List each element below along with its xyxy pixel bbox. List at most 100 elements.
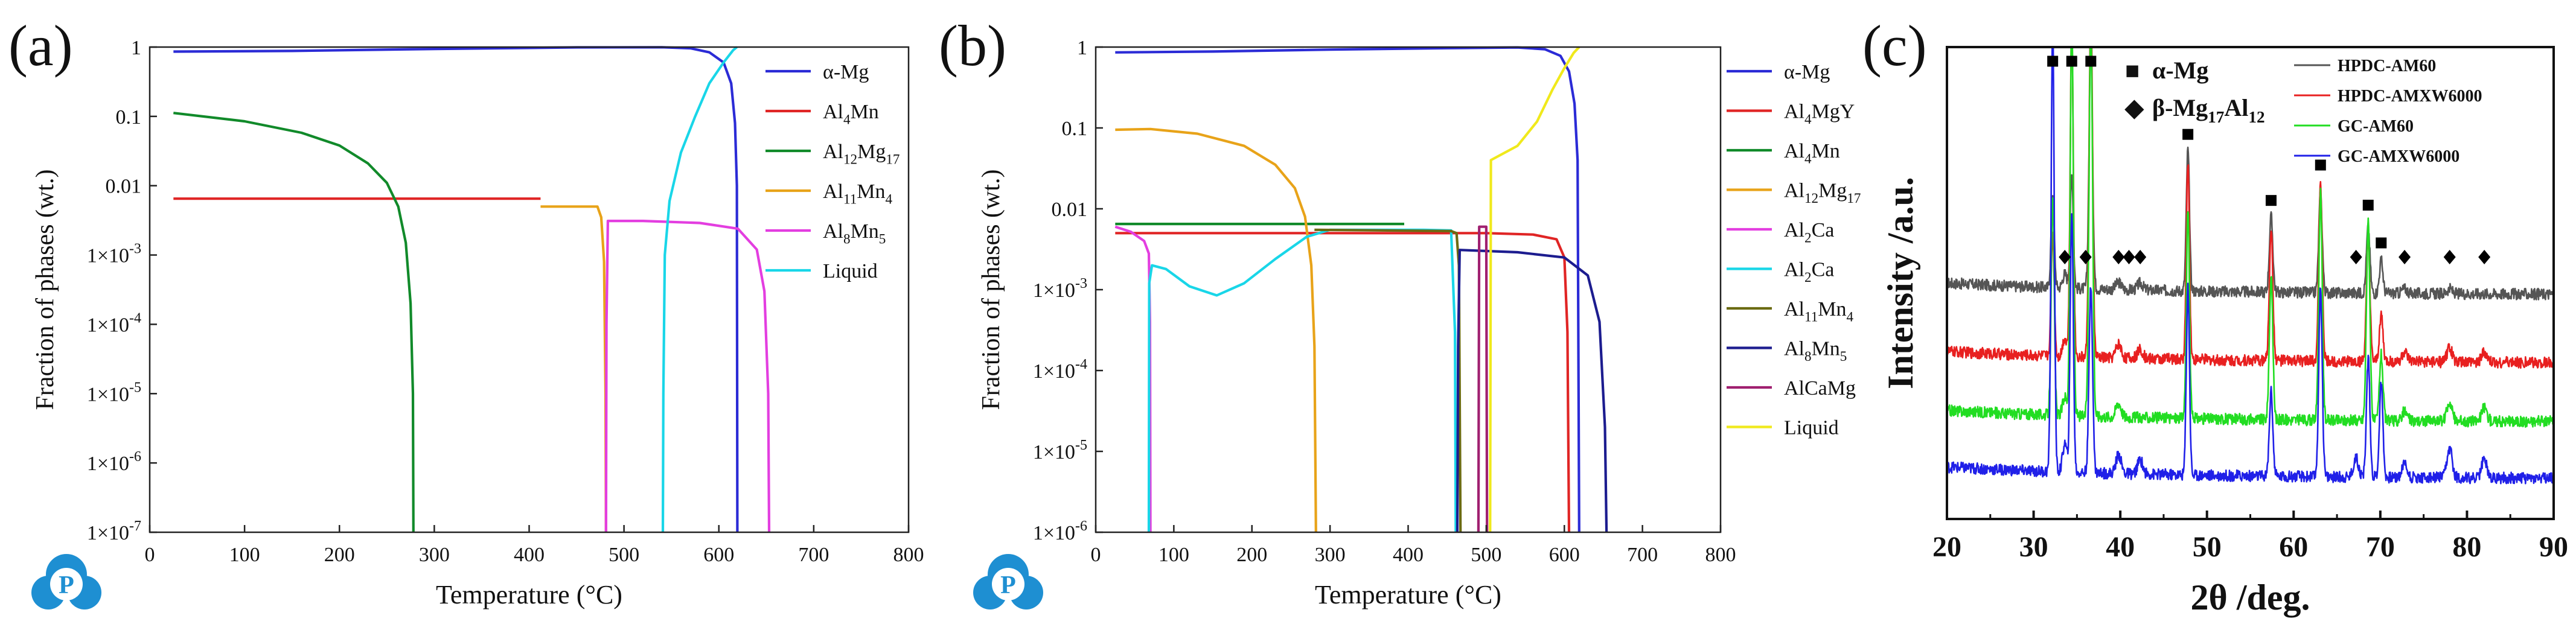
series-line-b-8 bbox=[1477, 225, 1489, 533]
legend-entry: Al8​Mn5​ bbox=[1784, 338, 1847, 365]
alpha-mg-marker bbox=[2376, 237, 2387, 249]
formula-part: Al bbox=[1784, 140, 1804, 162]
x-tick-label: 700 bbox=[1627, 544, 1658, 566]
y-tick-base: 1 bbox=[131, 37, 141, 59]
panel-b: (b) 0 100 200 300 400 500 600 700 800 Temperature … bbox=[939, 13, 1861, 609]
plot-area bbox=[1946, 46, 2555, 520]
x-tick-label: 0 bbox=[1091, 544, 1101, 566]
formula-part: Al bbox=[1784, 101, 1804, 123]
xrd-patterns bbox=[1947, 47, 2554, 485]
formula-part: Ca bbox=[1812, 259, 1835, 281]
x-axis: 20 30 40 50 60 70 80 90 2θ /deg. bbox=[1932, 511, 2568, 617]
formula-subscript: 2 bbox=[1804, 231, 1812, 246]
formula-subscript: 4 bbox=[886, 192, 893, 208]
x-axis: 0 100 200 300 400 500 600 700 800 Temperature (°C… bbox=[1091, 525, 1736, 609]
x-tick-label: 20 bbox=[1932, 531, 1961, 563]
x-tick-label: 40 bbox=[2106, 531, 2135, 563]
formula-part: Al bbox=[823, 141, 843, 163]
y-tick-exponent: -5 bbox=[129, 380, 141, 395]
beta-phase-marker bbox=[2059, 249, 2071, 264]
legend-entry: HPDC-AM60 bbox=[2338, 57, 2436, 75]
x-axis: 0 100 200 300 400 500 600 700 800 Temperature (°C… bbox=[145, 525, 924, 609]
y-tick-label: 0.01 bbox=[106, 176, 142, 198]
legend-entry: α-Mg bbox=[823, 61, 869, 83]
y-tick-exponent: -4 bbox=[1075, 357, 1087, 372]
alpha-mg-marker bbox=[2362, 199, 2374, 211]
xrd-line-0 bbox=[1947, 47, 2554, 301]
y-tick-base: 0.01 bbox=[106, 176, 142, 198]
formula-part: β-Mg bbox=[2152, 94, 2208, 121]
y-tick-base: 1×10 bbox=[1033, 441, 1075, 463]
formula-part: Mn bbox=[857, 180, 885, 203]
series-line-b-3 bbox=[1115, 127, 1317, 533]
legend-entry: Al8​Mn5​ bbox=[823, 220, 886, 247]
y-tick-base: 1 bbox=[1077, 37, 1087, 59]
legend-entry: Al2​Ca bbox=[1784, 219, 1834, 246]
phase-legend-marker: ◆ bbox=[2124, 94, 2144, 121]
formula-part: AlCaMg bbox=[1784, 377, 1856, 399]
formula-part: Mn bbox=[1818, 298, 1846, 320]
beta-phase-marker bbox=[2478, 249, 2491, 264]
legend-entry: Al11​Mn4​ bbox=[823, 180, 893, 208]
y-tick-base: 0.1 bbox=[1062, 118, 1088, 140]
x-tick-label: 300 bbox=[1315, 544, 1346, 566]
formula-subscript: 12 bbox=[1804, 191, 1818, 206]
formula-part: MgY bbox=[1812, 101, 1855, 123]
formula-subscript: 17 bbox=[2208, 108, 2224, 126]
formula-subscript: 8 bbox=[843, 232, 851, 247]
logo-shape bbox=[50, 568, 83, 600]
x-tick-label: 30 bbox=[2019, 531, 2048, 563]
legend-entry: Al4​Mn bbox=[1784, 140, 1840, 167]
phase-legend-entry: α-Mg bbox=[2152, 57, 2208, 84]
y-tick-base: 1×10 bbox=[1033, 522, 1075, 544]
legend-entry: Liquid bbox=[1784, 417, 1839, 439]
y-tick-base: 0.1 bbox=[116, 106, 142, 129]
plot-area bbox=[149, 46, 910, 533]
x-tick-label: 200 bbox=[324, 544, 355, 566]
formula-part: Mn bbox=[851, 220, 879, 243]
formula-part: Mn bbox=[1812, 140, 1840, 162]
y-tick-base: 1×10 bbox=[87, 453, 129, 475]
formula-part: Mg bbox=[1818, 180, 1847, 202]
x-tick-label: 600 bbox=[1549, 544, 1580, 566]
formula-subscript: 11 bbox=[843, 192, 857, 208]
y-axis: 1×10-71×10-61×10-51×10-41×10-30.010.11Fr… bbox=[31, 37, 157, 544]
y-tick-label: 1×10-6 bbox=[87, 449, 141, 475]
y-tick-label: 0.1 bbox=[1062, 118, 1088, 140]
formula-part: Liquid bbox=[823, 260, 878, 282]
x-tick-label: 100 bbox=[1159, 544, 1189, 566]
y-tick-label: 1 bbox=[131, 37, 141, 59]
series-line-b-5 bbox=[1147, 228, 1457, 533]
panel-label: (a) bbox=[8, 13, 73, 78]
formula-part: Al bbox=[1784, 180, 1804, 202]
x-tick-label: 0 bbox=[145, 544, 155, 566]
y-tick-exponent: -6 bbox=[129, 449, 141, 465]
series-line-b-4 bbox=[1114, 225, 1152, 533]
beta-phase-marker bbox=[2112, 249, 2125, 264]
y-tick-label: 1×10-5 bbox=[87, 380, 141, 406]
x-axis-label: 2θ /deg. bbox=[2191, 578, 2310, 617]
legend-entry: Al2​Ca bbox=[1784, 259, 1834, 286]
legend-entry: GC-AMXW6000 bbox=[2338, 147, 2459, 166]
logo-shape bbox=[992, 568, 1024, 600]
plot-frame bbox=[1095, 46, 1722, 533]
alpha-mg-marker bbox=[2182, 129, 2194, 140]
formula-part: Mn bbox=[851, 101, 879, 123]
series-line-b-7 bbox=[1456, 249, 1608, 533]
formula-part: α-Mg bbox=[2152, 57, 2208, 84]
formula-part: Ca bbox=[1812, 219, 1835, 241]
xrd-line-2 bbox=[1947, 47, 2554, 428]
xrd-line-1 bbox=[1947, 47, 2554, 369]
x-axis-label: Temperature (°C) bbox=[1315, 580, 1501, 609]
legend-entry: AlCaMg bbox=[1784, 377, 1856, 399]
legend-entry: Al4​Mn bbox=[823, 101, 879, 128]
alpha-mg-marker bbox=[2066, 56, 2077, 67]
alpha-mg-marker bbox=[2265, 195, 2277, 206]
y-tick-exponent: -6 bbox=[1075, 518, 1087, 534]
x-tick-label: 60 bbox=[2279, 531, 2308, 563]
formula-part: Al bbox=[1784, 219, 1804, 241]
alpha-mg-marker bbox=[2315, 159, 2326, 171]
alpha-mg-marker bbox=[2047, 56, 2059, 67]
plot-area bbox=[1095, 46, 1722, 533]
y-tick-label: 0.01 bbox=[1052, 199, 1088, 221]
